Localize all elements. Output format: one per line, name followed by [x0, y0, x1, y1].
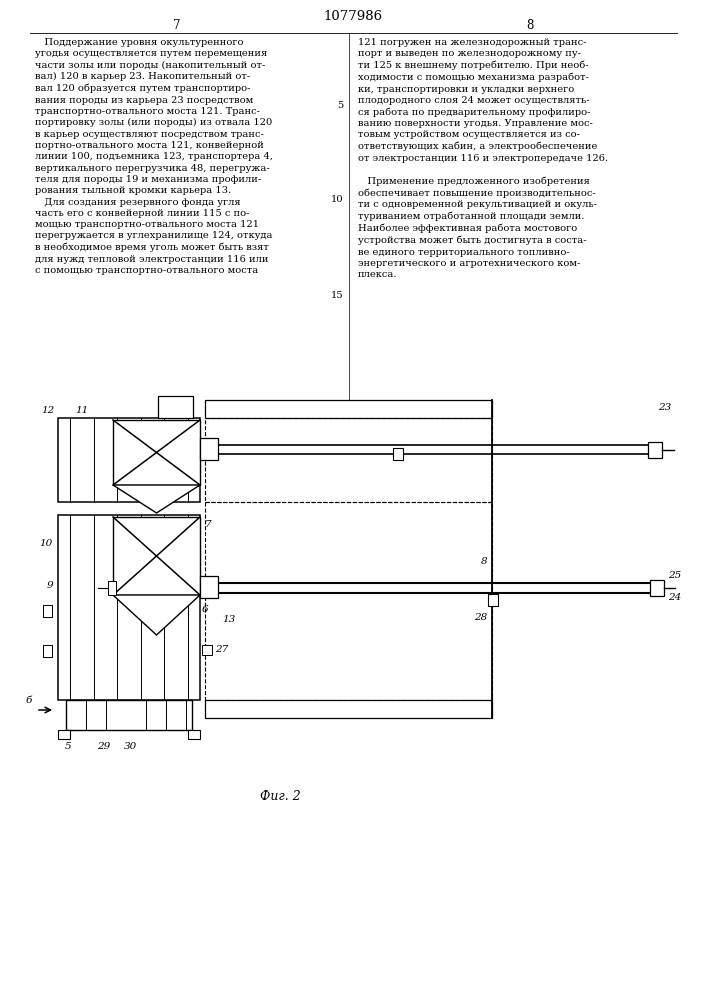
- Text: 23: 23: [658, 403, 671, 412]
- Bar: [113, 420, 200, 485]
- Text: 121 погружен на железнодорожный транс-
порт и выведен по железнодорожному пу-
ти: 121 погружен на железнодорожный транс- п…: [358, 38, 608, 279]
- Text: б: б: [25, 696, 32, 705]
- Bar: [650, 580, 664, 596]
- Text: 24: 24: [668, 593, 682, 602]
- Text: 27: 27: [215, 646, 228, 654]
- Polygon shape: [113, 595, 200, 635]
- Text: Поддержание уровня окультуренного
угодья осуществляется путем перемещения
части : Поддержание уровня окультуренного угодья…: [35, 38, 273, 275]
- Text: 12: 12: [42, 406, 55, 415]
- Text: 7: 7: [205, 520, 211, 529]
- Bar: [58, 730, 70, 739]
- Bar: [200, 576, 218, 598]
- Bar: [200, 438, 218, 460]
- Text: 7: 7: [173, 19, 181, 32]
- Text: 6: 6: [202, 605, 209, 614]
- Bar: [648, 442, 662, 458]
- Text: 5: 5: [64, 742, 71, 751]
- Bar: [158, 396, 193, 418]
- Bar: [58, 418, 200, 502]
- Text: 29: 29: [98, 742, 110, 751]
- Bar: [113, 517, 200, 595]
- Text: 30: 30: [124, 742, 138, 751]
- Bar: [66, 700, 192, 730]
- Text: Фиг. 2: Фиг. 2: [259, 790, 300, 803]
- Text: 10: 10: [40, 538, 53, 548]
- Bar: [108, 581, 116, 595]
- Text: 10: 10: [330, 196, 343, 205]
- Bar: [188, 730, 200, 739]
- Bar: [205, 400, 492, 418]
- Bar: [488, 594, 498, 606]
- Text: 11: 11: [75, 406, 88, 415]
- Text: 8: 8: [480, 557, 487, 566]
- Polygon shape: [113, 485, 200, 513]
- Text: 15: 15: [330, 290, 343, 300]
- Bar: [58, 515, 200, 700]
- Text: 25: 25: [668, 572, 682, 580]
- Text: 5: 5: [337, 101, 343, 109]
- Bar: [205, 700, 492, 718]
- Bar: [43, 645, 52, 657]
- Bar: [393, 448, 403, 460]
- Text: 13: 13: [222, 615, 235, 624]
- Bar: [205, 502, 492, 700]
- Text: 28: 28: [474, 613, 487, 622]
- Bar: [205, 418, 492, 502]
- Bar: [202, 645, 212, 655]
- Text: 9: 9: [47, 582, 53, 590]
- Text: 8: 8: [526, 19, 534, 32]
- Text: 1077986: 1077986: [323, 10, 382, 23]
- Bar: [43, 605, 52, 617]
